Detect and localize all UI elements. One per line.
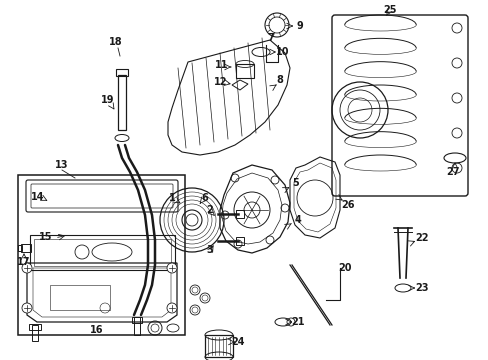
Text: 10: 10 <box>276 47 289 57</box>
Text: 13: 13 <box>55 160 69 170</box>
Bar <box>236 64 253 78</box>
Bar <box>134 317 140 335</box>
Text: 2: 2 <box>206 205 213 215</box>
Text: 25: 25 <box>383 5 396 15</box>
Text: 23: 23 <box>414 283 428 293</box>
Bar <box>236 210 244 218</box>
Text: 3: 3 <box>206 245 213 255</box>
Text: 7: 7 <box>267 33 274 43</box>
Text: 24: 24 <box>231 337 244 347</box>
Text: 9: 9 <box>296 21 303 31</box>
Text: 5: 5 <box>292 178 299 188</box>
Text: 11: 11 <box>215 60 228 70</box>
Text: 4: 4 <box>294 215 301 225</box>
Text: 12: 12 <box>214 77 227 87</box>
Bar <box>50 285 110 310</box>
Text: 17: 17 <box>17 257 31 267</box>
Bar <box>116 69 128 76</box>
Text: 14: 14 <box>31 192 45 202</box>
Text: 20: 20 <box>338 263 351 273</box>
Circle shape <box>167 263 177 273</box>
Bar <box>30 235 175 270</box>
Circle shape <box>22 303 32 313</box>
Text: 8: 8 <box>276 75 283 85</box>
Bar <box>18 245 22 251</box>
Text: 19: 19 <box>101 95 115 105</box>
Text: 1: 1 <box>168 193 175 203</box>
Text: 16: 16 <box>90 325 103 335</box>
Bar <box>18 175 184 335</box>
Text: 6: 6 <box>201 193 208 203</box>
Bar <box>118 75 126 130</box>
Text: 26: 26 <box>341 200 354 210</box>
Text: 27: 27 <box>446 167 459 177</box>
Bar <box>204 335 232 357</box>
Bar <box>34 239 171 266</box>
Bar <box>21 244 31 252</box>
Circle shape <box>167 303 177 313</box>
Bar <box>132 317 142 323</box>
Text: 18: 18 <box>109 37 122 47</box>
Text: 22: 22 <box>414 233 428 243</box>
Text: 21: 21 <box>291 317 304 327</box>
Bar <box>29 324 41 330</box>
Bar <box>236 237 244 245</box>
Text: 15: 15 <box>39 232 53 242</box>
Circle shape <box>22 263 32 273</box>
Bar <box>32 325 38 341</box>
